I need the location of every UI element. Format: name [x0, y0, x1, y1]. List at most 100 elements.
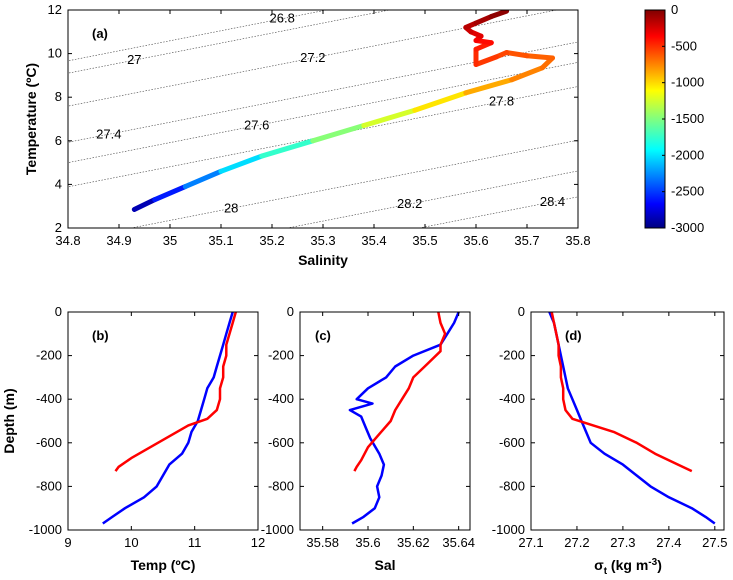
panel-d-ticks: 27.1 27.2 27.3 27.4 27.5 0 -200 -400 -600 -800 -10… [492, 304, 728, 550]
y-tick-label: -800 [36, 478, 62, 493]
ts-profile-segment [412, 90, 469, 113]
isopycnal-label: 28.2 [397, 196, 422, 211]
panel-b-frame [67, 311, 259, 531]
x-tick-label: 35.7 [514, 233, 539, 248]
x-tick-label: 27.5 [702, 535, 727, 550]
blue-profile-line [548, 312, 716, 525]
panel-c-salinity-profile: 35.58 35.6 35.62 35.64 0 -200 -400 -600 -800 -100… [261, 304, 475, 573]
y-tick-label: 4 [55, 176, 62, 191]
y-tick-label: 0 [518, 304, 525, 319]
x-tick-label: 27.4 [656, 535, 681, 550]
x-tick-label: 27.3 [610, 535, 635, 550]
isopycnal-label: 27 [127, 52, 141, 67]
isopycnal-line [68, 10, 559, 107]
ts-profile-segment [524, 53, 555, 61]
panel-a-xlabel: Salinity [298, 252, 348, 268]
panel-a-ticks: 34.8 34.9 35 35.1 35.2 35.3 35.4 35.5 35.6 35.7 35… [48, 2, 591, 248]
panel-b-temperature-profile: 9 10 11 12 0 -200 -400 -600 -800 -1000 (b) Depth … [1, 304, 265, 573]
panel-b-ticks: 9 10 11 12 0 -200 -400 -600 -800 -1000 [29, 304, 265, 550]
ts-profile-segment [152, 184, 188, 203]
x-tick-label: 35.58 [306, 535, 339, 550]
red-profile-line [114, 312, 238, 472]
isopycnal-label: 28 [224, 200, 238, 215]
isopycnal-label: 27.4 [96, 126, 121, 141]
y-tick-label: -400 [36, 391, 62, 406]
ts-profile-segment [259, 138, 316, 159]
isopycnal-label: 27.6 [244, 118, 269, 133]
colorbar-ticks: 0 -500 -1000 -1500 -2000 -2500 -3000 [662, 2, 704, 235]
y-tick-label: 6 [55, 133, 62, 148]
isopycnal-label: 27.8 [489, 94, 514, 109]
y-tick-label: 0 [55, 304, 62, 319]
y-tick-label: -600 [268, 435, 294, 450]
isopycnal-label: 27.2 [300, 50, 325, 65]
x-tick-label: 35.2 [259, 233, 284, 248]
colorbar-tick-label: -3000 [671, 220, 704, 235]
x-tick-label: 27.2 [564, 535, 589, 550]
y-tick-label: -1000 [29, 522, 62, 537]
ts-profile-segment [182, 168, 224, 190]
y-tick-label: -400 [268, 391, 294, 406]
y-tick-label: 8 [55, 89, 62, 104]
x-tick-label: 10 [124, 535, 138, 550]
panel-a-frame [67, 9, 579, 229]
panel-a-label: (a) [92, 26, 108, 41]
panel-d-label: (d) [565, 328, 582, 343]
ts-profile-segment [504, 50, 530, 59]
isopycnal-label: 26.8 [270, 11, 295, 26]
y-tick-label: 12 [48, 2, 62, 17]
x-tick-label: 35.6 [463, 233, 488, 248]
colorbar-tick-label: -500 [671, 38, 697, 53]
y-tick-label: -200 [268, 348, 294, 363]
y-tick-label: -400 [499, 391, 525, 406]
colorbar-tick-label: -1000 [671, 75, 704, 90]
colorbar-tick-label: -1500 [671, 111, 704, 126]
ts-profile [131, 10, 555, 212]
temperature-lines [102, 312, 238, 525]
ts-profile-segment [310, 123, 367, 144]
colorbar-tick-label: -2000 [671, 147, 704, 162]
panel-b-ylabel: Depth (m) [1, 388, 17, 453]
y-tick-label: -200 [36, 348, 62, 363]
panel-b-xlabel-degree: º [175, 557, 180, 573]
isopycnal-line [68, 10, 391, 74]
panel-c-label: (c) [315, 328, 331, 343]
x-tick-label: 35.64 [442, 535, 475, 550]
y-tick-label: 0 [287, 304, 294, 319]
x-tick-label: 27.1 [518, 535, 543, 550]
y-tick-label: -1000 [261, 522, 294, 537]
x-tick-label: 35.5 [412, 233, 437, 248]
panel-d-frame [530, 311, 725, 531]
ts-profile-segment [509, 65, 545, 83]
isopycnal-line [129, 139, 578, 228]
salinity-lines [348, 312, 460, 525]
x-tick-label: 9 [64, 535, 71, 550]
x-tick-label: 35.3 [310, 233, 335, 248]
panel-d-density-profile: 27.1 27.2 27.3 27.4 27.5 0 -200 -400 -600 -800 -10… [492, 304, 728, 577]
ts-profile-segment [218, 153, 265, 174]
blue-profile-line [348, 312, 460, 525]
x-tick-label: 35 [163, 233, 177, 248]
isopycnal-line [68, 62, 578, 163]
panel-c-xlabel: Sal [374, 557, 395, 573]
y-tick-label: 10 [48, 46, 62, 61]
blue-profile-line [102, 312, 234, 525]
x-tick-label: 12 [251, 535, 265, 550]
isopycnal-line [68, 41, 578, 143]
x-tick-label: 35.4 [361, 233, 386, 248]
panel-c-ticks: 35.58 35.6 35.62 35.64 0 -200 -400 -600 -800 -100… [261, 304, 475, 550]
colorbar-tick-label: 0 [671, 2, 678, 17]
y-tick-label: 2 [55, 220, 62, 235]
isopycnal-line [286, 170, 578, 228]
ts-profile-segment [488, 10, 510, 20]
density-lines [548, 312, 716, 525]
density-contour-labels: 26.8 27 27.2 27.4 27.6 27.8 28 28.2 28.4 [96, 11, 565, 216]
panel-a-ts-diagram: 26.827 27.227.427.627.828 28.2 28.4 34.8 34.… [23, 2, 591, 268]
ts-profile-segment [473, 14, 494, 26]
x-tick-label: 35.6 [355, 535, 380, 550]
x-tick-label: 35.8 [565, 233, 590, 248]
panel-b-xlabel: Temp (ºC) [131, 557, 196, 573]
x-tick-label: 34.9 [106, 233, 131, 248]
x-tick-label: 11 [188, 535, 202, 550]
y-tick-label: -600 [499, 435, 525, 450]
